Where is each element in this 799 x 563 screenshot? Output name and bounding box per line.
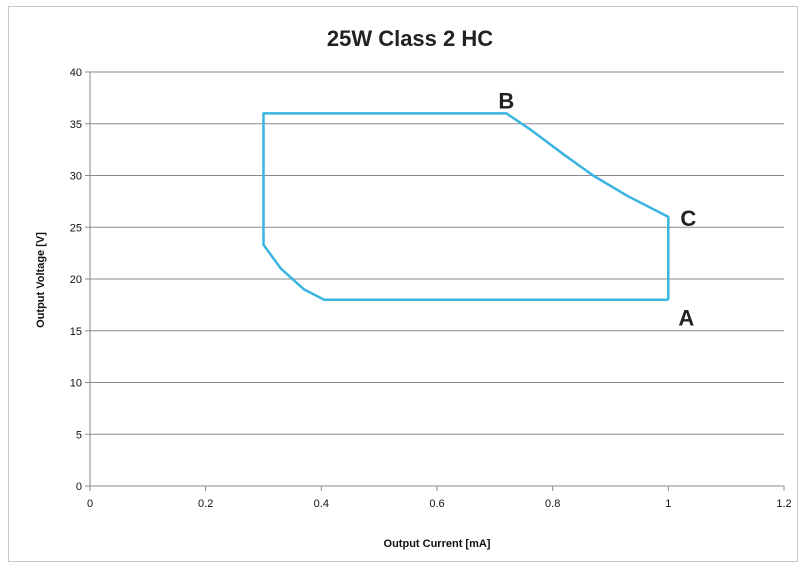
x-tick-label: 0.4 <box>314 498 329 510</box>
y-tick-label: 15 <box>70 326 82 338</box>
y-tick-label: 25 <box>70 222 82 234</box>
x-tick-label: 0.2 <box>198 498 213 510</box>
x-tick-label: 1.2 <box>776 498 791 510</box>
point-label: A <box>678 306 694 331</box>
y-tick-label: 20 <box>70 274 82 286</box>
y-tick-label: 10 <box>70 378 82 390</box>
point-label: B <box>498 88 514 113</box>
y-tick-label: 35 <box>70 119 82 131</box>
y-tick-label: 40 <box>70 67 82 79</box>
x-axis-label: Output Current [mA] <box>384 538 491 550</box>
y-axis-label: Output Voltage [V] <box>35 232 47 328</box>
series-line <box>262 112 670 301</box>
point-label: C <box>680 206 696 231</box>
chart-frame <box>8 6 798 562</box>
gridlines <box>90 71 784 435</box>
y-tick-label: 5 <box>76 429 82 441</box>
point-labels: B C A <box>498 88 696 330</box>
axes <box>85 71 785 491</box>
y-tick-label: 0 <box>76 481 82 493</box>
tick-labels: 0 5 10 15 20 25 30 35 40 0 0.2 0.4 0.6 0.8 1 1.2 <box>70 67 792 510</box>
x-tick-label: 0 <box>87 498 93 510</box>
chart-title: 25W Class 2 HC <box>327 26 493 51</box>
x-tick-label: 0.8 <box>545 498 560 510</box>
y-tick-label: 30 <box>70 171 82 183</box>
series-group <box>262 112 670 301</box>
x-tick-label: 0.6 <box>429 498 444 510</box>
x-tick-label: 1 <box>665 498 671 510</box>
